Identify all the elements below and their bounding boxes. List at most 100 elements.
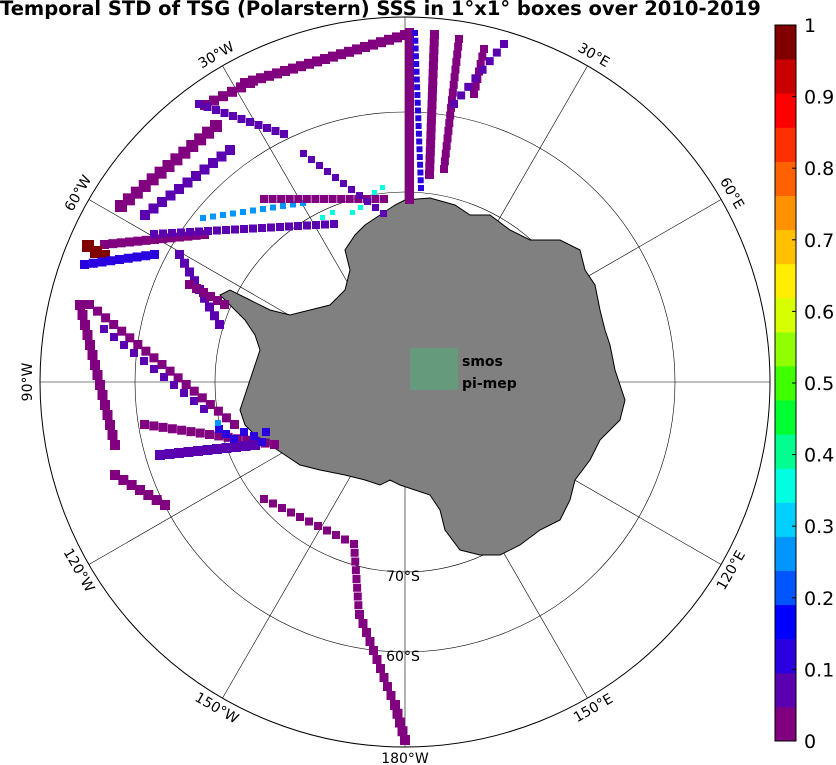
std-cell [344,46,354,57]
colorbar-swatch [775,93,796,128]
std-cell [412,45,419,52]
std-cell [300,150,307,157]
std-cell [312,56,322,67]
colorbar-swatch [775,161,796,196]
std-cell [203,103,212,111]
std-cell [190,397,198,405]
std-cell [405,96,414,106]
std-cell [414,84,421,91]
std-cell [285,195,294,203]
std-cell [221,443,232,453]
std-cell [135,485,145,495]
colorbar-swatch [775,365,796,401]
std-cell [180,389,188,397]
std-cell [191,171,201,181]
std-cell [413,68,420,75]
std-cell [109,320,119,329]
std-cell [97,257,107,267]
std-cell [193,446,203,456]
std-cell [101,313,111,323]
std-cell [464,82,473,91]
std-cell [180,258,189,268]
std-cell [158,234,168,244]
std-cell [105,420,115,430]
std-cell [222,226,230,234]
std-cell [320,195,328,203]
std-cell [116,238,126,248]
colorbar-ticks: 0 0.1 0.2 0.3 0.4 0.5 0.6 0.7 0.8 0.9 1 [792,15,834,753]
std-cell [166,233,176,243]
std-cell [353,592,362,601]
std-cell [380,185,385,190]
std-cell [100,400,110,410]
colorbar-tick-label: 0.4 [804,445,834,467]
std-cell [449,80,458,89]
std-cell [353,583,362,592]
std-cell [362,628,371,637]
std-cell [77,310,88,320]
colorbar-swatch [775,331,796,367]
std-cell [133,340,143,349]
std-cell [155,450,165,460]
std-cell [330,220,338,228]
std-cell [213,406,223,416]
std-cell [413,76,420,83]
colorbar-swatch [775,400,796,435]
std-cell [337,195,346,203]
std-cell [174,448,184,458]
std-cell [249,224,257,233]
std-cell [444,126,453,135]
std-cell [215,320,224,329]
colorbar-tick-label: 0.7 [804,230,834,252]
std-cell [216,151,227,162]
std-cell [141,235,151,245]
std-cell [132,252,142,262]
std-cell [405,195,414,204]
std-cell [328,51,338,62]
std-cell [95,380,105,390]
std-cell [230,435,238,443]
std-cell [210,311,219,321]
std-cell [268,195,277,203]
std-cell [302,195,311,203]
std-cell [351,566,360,575]
std-cell [405,141,414,151]
std-cell [204,227,212,235]
std-cell [220,300,229,309]
std-cell [269,499,277,508]
std-cell [236,82,246,93]
std-cell [457,91,466,100]
std-cell [397,726,408,737]
colorbar-swatches [775,25,796,742]
std-cell [75,300,85,310]
std-cell [182,177,193,188]
std-cell [258,224,266,232]
colorbar-tick-label: 0.6 [804,301,834,323]
std-cell [454,42,463,51]
std-cell [125,333,135,343]
std-cell [80,320,90,330]
logo-line1: smos [462,354,503,370]
std-cell [87,350,98,360]
logo-mark [410,348,458,390]
std-cell [278,504,286,512]
std-cell [205,302,214,312]
std-cell [165,366,175,376]
std-cell [371,195,380,203]
std-cell [405,126,414,136]
std-cell [415,130,422,137]
std-cell [202,126,215,139]
std-cell [485,57,494,66]
std-cell [213,226,221,235]
std-cell [350,540,358,548]
std-cell [430,30,439,39]
std-cell [167,424,177,434]
std-cell [383,682,392,691]
std-cell [450,100,458,108]
std-cell [446,111,455,120]
std-cell [225,145,235,155]
std-cell [340,180,347,187]
std-cell [80,260,89,269]
colorbar-tick-label: 0.5 [804,373,834,395]
std-cell [356,192,363,199]
